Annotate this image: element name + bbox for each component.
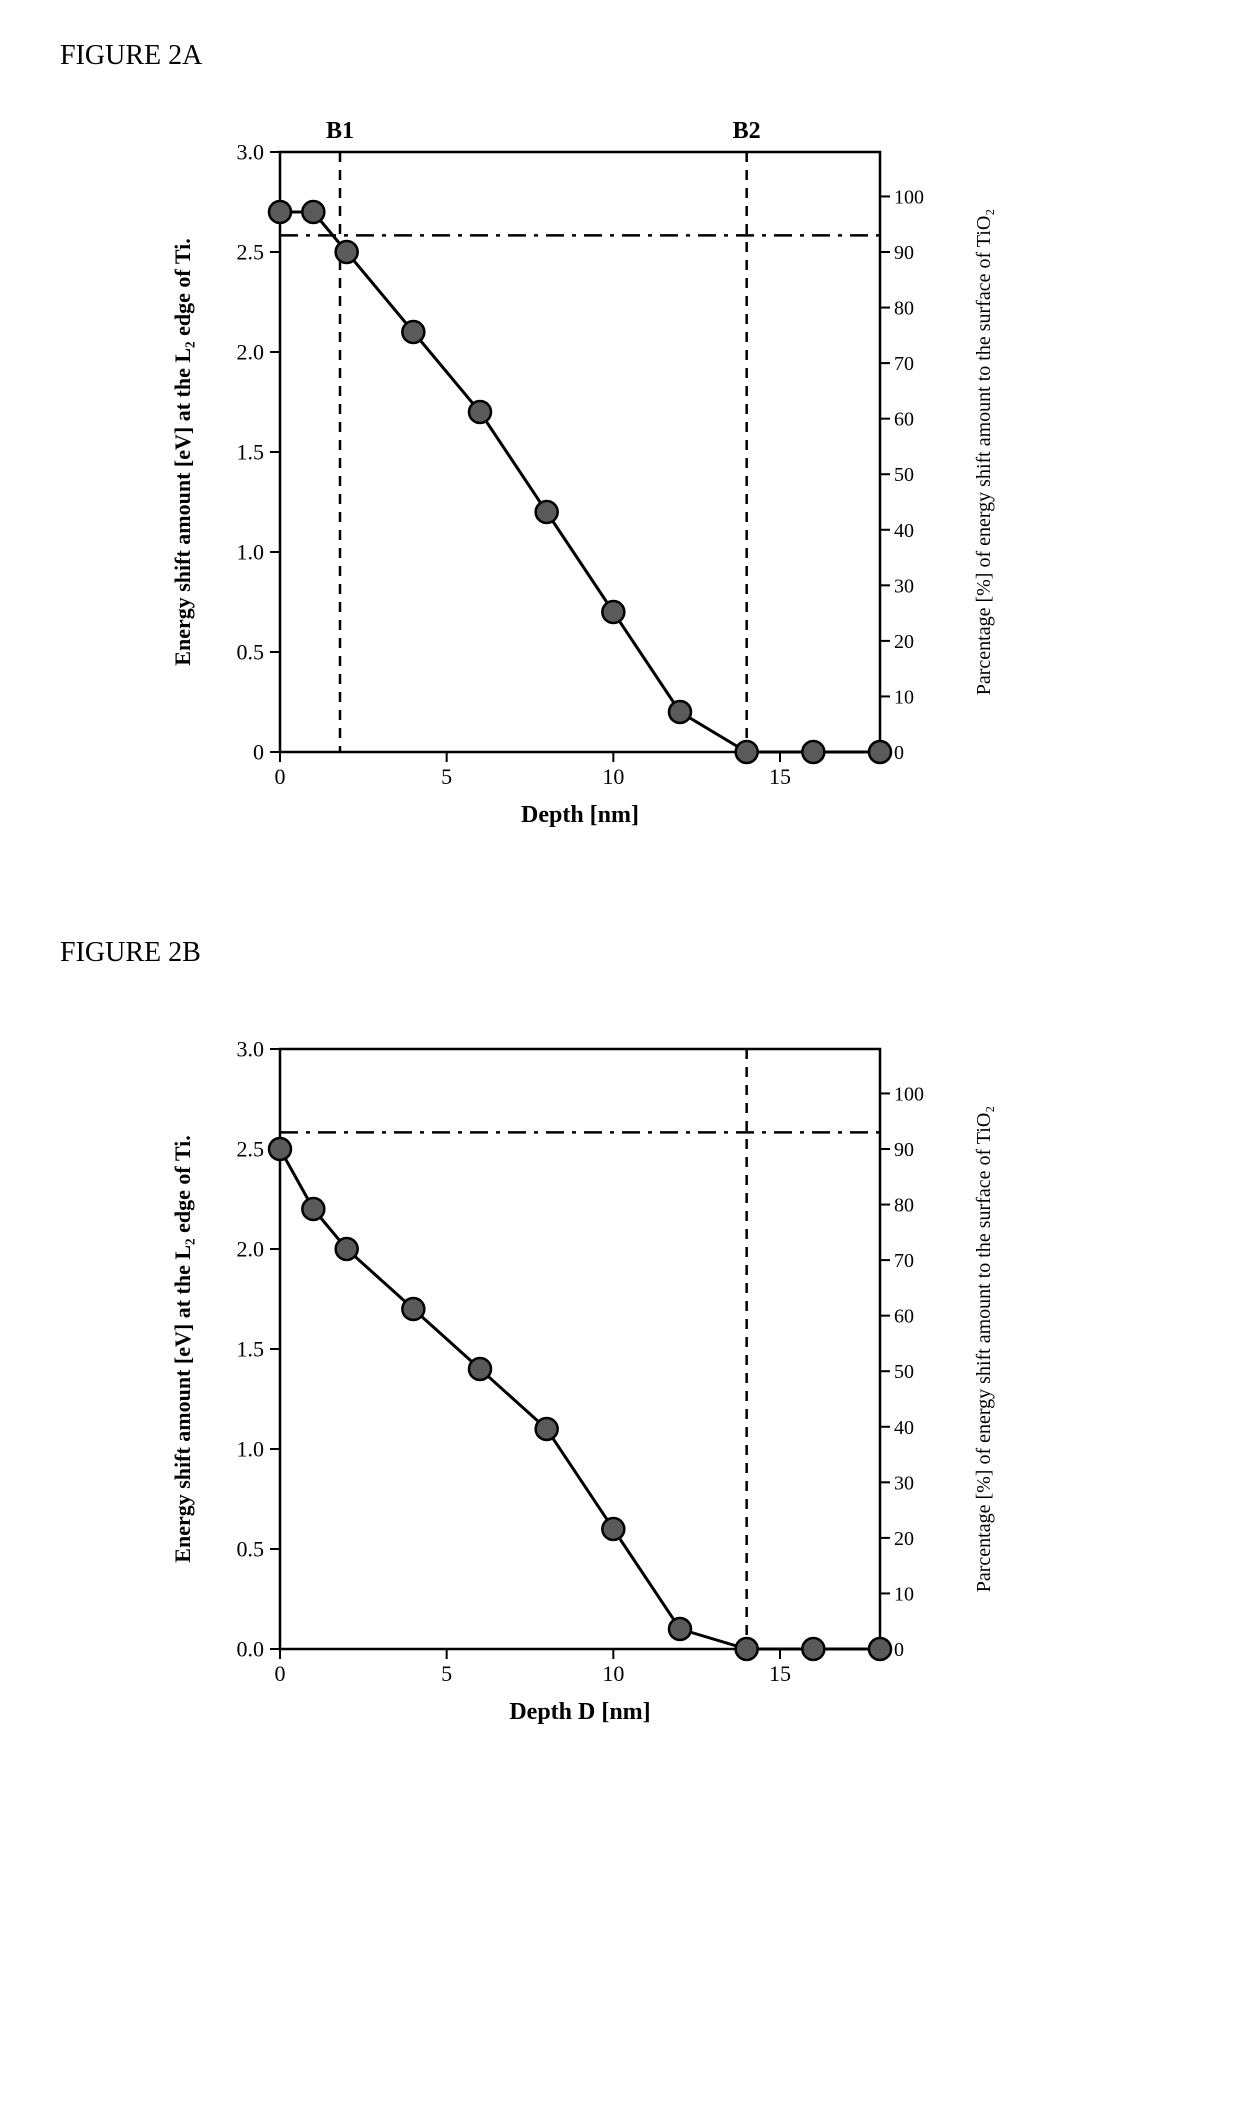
y-right-tick-label: 0 (894, 742, 904, 764)
y-left-tick-label: 0.5 (237, 1537, 265, 1562)
x-axis-label: Depth [nm] (521, 802, 639, 828)
x-tick-label: 0 (275, 764, 286, 789)
y-left-tick-label: 2.5 (237, 240, 265, 265)
y-left-axis-label: Energy shift amount [eV] at the L₂ edge … (170, 238, 195, 665)
y-right-axis-label: Parcentage [%] of energy shift amount to… (973, 209, 995, 695)
y-right-tick-label: 10 (894, 686, 914, 708)
vline-label: B1 (326, 118, 354, 144)
y-right-tick-label: 10 (894, 1583, 914, 1605)
data-marker (302, 201, 324, 223)
y-right-tick-label: 100 (894, 1083, 924, 1105)
y-left-tick-label: 1.5 (237, 1337, 265, 1362)
y-left-tick-label: 1.0 (237, 540, 265, 565)
y-right-tick-label: 20 (894, 631, 914, 653)
data-marker (269, 1138, 291, 1160)
y-left-tick-label: 2.0 (237, 1237, 265, 1262)
data-marker (302, 1198, 324, 1220)
y-left-axis-label: Energy shift amount [eV] at the L₂ edge … (170, 1135, 195, 1562)
y-left-tick-label: 1.5 (237, 440, 265, 465)
y-left-tick-label: 0 (253, 740, 264, 765)
figure-2a: FIGURE 2A 0 5 10 15 Depth [nm] 0 0.5 1.0 1.5 2.0 2… (40, 40, 1200, 877)
x-tick-label: 15 (769, 1661, 791, 1686)
data-marker (669, 701, 691, 723)
data-marker (736, 1638, 758, 1660)
figure-2a-chart: 0 5 10 15 Depth [nm] 0 0.5 1.0 1.5 2.0 2.5 3.0 Energ… (120, 92, 1200, 877)
figure-2b: FIGURE 2B 0 5 10 15 Depth D [nm] 0.0 0.5 1.0 1.5… (40, 937, 1200, 1774)
y-right-tick-label: 50 (894, 464, 914, 486)
data-marker (736, 741, 758, 763)
data-marker (802, 1638, 824, 1660)
x-tick-label: 10 (602, 1661, 624, 1686)
data-marker (469, 1358, 491, 1380)
vline-label: B2 (733, 118, 761, 144)
data-marker (402, 321, 424, 343)
plot-area (280, 1049, 880, 1649)
y-left-tick-label: 3.0 (237, 1037, 265, 1062)
figure-2b-chart: 0 5 10 15 Depth D [nm] 0.0 0.5 1.0 1.5 2.0 2.5 3.0 E… (120, 989, 1200, 1774)
y-right-tick-label: 20 (894, 1528, 914, 1550)
data-marker (669, 1618, 691, 1640)
data-marker (536, 1418, 558, 1440)
y-left-tick-label: 1.0 (237, 1437, 265, 1462)
data-marker (602, 601, 624, 623)
data-marker (269, 201, 291, 223)
y-right-tick-label: 60 (894, 409, 914, 431)
y-left-tick-label: 2.5 (237, 1137, 265, 1162)
y-right-tick-label: 70 (894, 1250, 914, 1272)
y-right-tick-label: 70 (894, 353, 914, 375)
y-right-tick-label: 50 (894, 1361, 914, 1383)
y-right-axis-label: Parcentage [%] of energy shift amount to… (973, 1106, 995, 1592)
y-right-tick-label: 0 (894, 1639, 904, 1661)
x-tick-label: 15 (769, 764, 791, 789)
data-marker (402, 1298, 424, 1320)
data-marker (536, 501, 558, 523)
data-marker (869, 1638, 891, 1660)
data-marker (469, 401, 491, 423)
y-right-tick-label: 40 (894, 520, 914, 542)
data-marker (336, 241, 358, 263)
x-tick-label: 0 (275, 1661, 286, 1686)
y-left-tick-label: 3.0 (237, 140, 265, 165)
plot-area (280, 152, 880, 752)
data-marker (802, 741, 824, 763)
figure-2a-title: FIGURE 2A (60, 40, 1200, 72)
figure-2b-title: FIGURE 2B (60, 937, 1200, 969)
y-right-tick-label: 30 (894, 575, 914, 597)
x-axis-label: Depth D [nm] (509, 1699, 650, 1725)
y-left-tick-label: 2.0 (237, 340, 265, 365)
y-right-tick-label: 40 (894, 1417, 914, 1439)
y-right-tick-label: 90 (894, 242, 914, 264)
data-marker (336, 1238, 358, 1260)
y-right-tick-label: 90 (894, 1139, 914, 1161)
y-left-tick-label: 0.0 (237, 1637, 265, 1662)
y-right-tick-label: 80 (894, 298, 914, 320)
y-right-tick-label: 80 (894, 1195, 914, 1217)
data-marker (869, 741, 891, 763)
y-right-tick-label: 30 (894, 1472, 914, 1494)
x-tick-label: 5 (441, 764, 452, 789)
y-right-tick-label: 60 (894, 1306, 914, 1328)
x-tick-label: 5 (441, 1661, 452, 1686)
y-right-tick-label: 100 (894, 186, 924, 208)
x-tick-label: 10 (602, 764, 624, 789)
y-left-tick-label: 0.5 (237, 640, 265, 665)
data-marker (602, 1518, 624, 1540)
